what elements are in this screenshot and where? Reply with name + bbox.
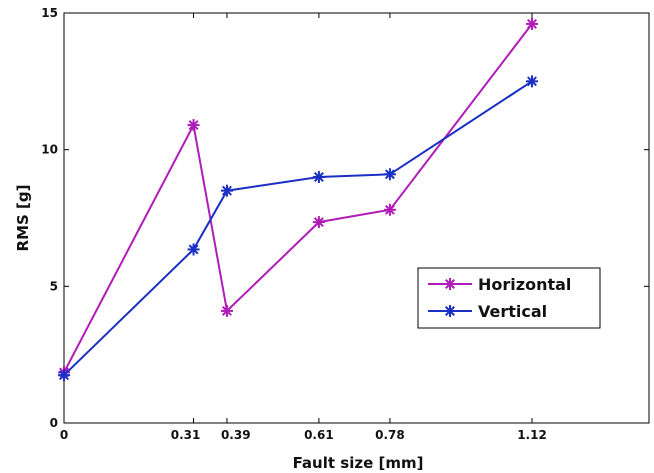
series-line-horizontal (63, 23, 533, 373)
y-axis-label: RMS [g] (14, 185, 32, 252)
x-axis-label: Fault size [mm] (293, 454, 424, 472)
data-point-vertical (383, 168, 396, 181)
marker-stroke (384, 204, 395, 215)
x-tick-label: 0 (60, 428, 68, 442)
y-tick-label: 10 (41, 143, 58, 157)
marker-stroke (222, 185, 232, 196)
legend: Horizontal Vertical (417, 267, 601, 329)
plot-area (63, 12, 650, 424)
data-point-horizontal (220, 304, 233, 317)
data-point-vertical (526, 75, 538, 88)
marker-stroke (222, 305, 232, 316)
data-point-horizontal (187, 119, 200, 132)
y-tick-label: 5 (50, 279, 58, 293)
y-axis-ticks: 0 5 10 15 (41, 6, 649, 430)
legend-box (417, 267, 601, 329)
data-point-horizontal (312, 216, 325, 229)
x-tick-label: 0.78 (375, 428, 405, 442)
data-point-vertical (58, 369, 70, 382)
x-tick-label: 0.61 (304, 428, 334, 442)
x-tick-label: 0.31 (171, 428, 201, 442)
x-axis-ticks: 0 0.31 0.39 0.61 0.78 1.12 (60, 13, 547, 442)
y-tick-label: 0 (50, 416, 58, 430)
data-point-horizontal (383, 203, 396, 216)
y-tick-label: 15 (41, 6, 58, 20)
legend-label-horizontal: Horizontal (478, 275, 571, 294)
marker-stroke (445, 279, 455, 289)
marker-stroke (313, 172, 324, 182)
marker-stroke (59, 370, 69, 381)
marker-stroke (188, 244, 199, 255)
legend-marker-horizontal (444, 278, 456, 290)
x-tick-label: 1.12 (517, 428, 547, 442)
data-point-vertical (220, 184, 233, 197)
marker-stroke (313, 217, 324, 228)
series-layer (58, 17, 538, 382)
data-point-horizontal (526, 17, 538, 30)
data-point-vertical (187, 243, 200, 256)
marker-stroke (527, 76, 537, 87)
x-tick-label: 0.39 (221, 428, 251, 442)
legend-marker-vertical (444, 305, 456, 317)
marker-stroke (188, 120, 199, 131)
marker-stroke (445, 306, 455, 316)
data-point-vertical (312, 171, 325, 183)
series-line-vertical (63, 80, 533, 376)
marker-stroke (384, 169, 395, 180)
marker-stroke (527, 18, 537, 29)
legend-label-vertical: Vertical (478, 302, 547, 321)
